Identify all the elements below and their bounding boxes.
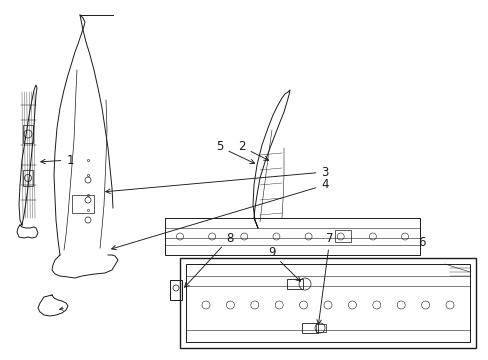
Bar [334, 230, 350, 242]
Text: 7: 7 [316, 231, 333, 324]
Bar [23, 170, 33, 186]
Bar [302, 323, 317, 333]
Bar [315, 324, 325, 332]
Bar [23, 125, 33, 143]
Bar [180, 258, 475, 348]
Bar [164, 218, 419, 255]
Text: 9: 9 [268, 247, 300, 281]
Text: 2: 2 [238, 140, 268, 160]
Text: 5: 5 [216, 140, 254, 163]
Text: 3: 3 [105, 166, 328, 193]
Bar [286, 279, 303, 289]
Text: 6: 6 [417, 237, 425, 249]
Text: 4: 4 [111, 179, 328, 250]
Text: 8: 8 [184, 231, 233, 287]
Bar [72, 195, 94, 213]
Bar [185, 264, 469, 342]
Text: 1: 1 [41, 153, 74, 166]
